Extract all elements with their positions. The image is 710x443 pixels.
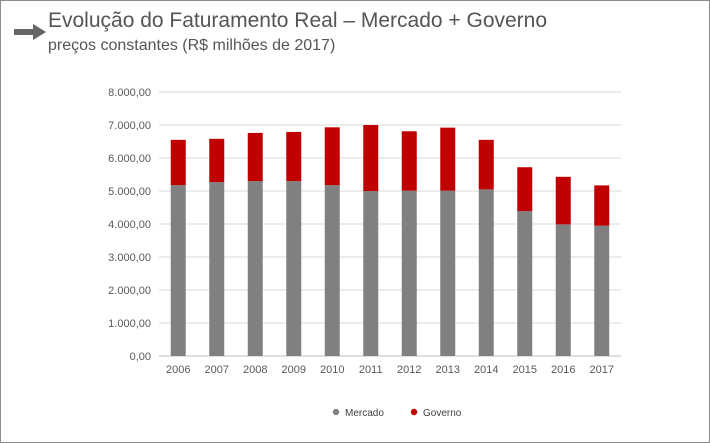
bar-mercado-2007 [209, 182, 225, 356]
y-tick-label: 3.000,00 [108, 252, 151, 264]
legend-label-mercado: Mercado [345, 408, 384, 419]
bar-governo-2012 [401, 131, 417, 191]
bar-governo-2013 [440, 127, 456, 191]
y-tick-label: 2.000,00 [108, 285, 151, 297]
bar-governo-2017 [594, 185, 610, 226]
y-tick-label: 6.000,00 [108, 153, 151, 165]
bar-mercado-2009 [286, 181, 302, 356]
y-tick-label: 5.000,00 [108, 186, 151, 198]
bar-governo-2006 [170, 139, 186, 186]
x-tick-label: 2014 [474, 364, 498, 376]
x-tick-label: 2017 [590, 364, 614, 376]
x-tick-label: 2010 [320, 364, 344, 376]
x-tick-label: 2009 [282, 364, 306, 376]
legend-label-governo: Governo [423, 408, 462, 419]
legend-marker-mercado [332, 408, 340, 416]
x-tick-label: 2007 [205, 364, 229, 376]
bar-mercado-2010 [324, 185, 340, 356]
bar-mercado-2006 [170, 185, 186, 356]
chart-subtitle: preços constantes (R$ milhões de 2017) [48, 37, 336, 54]
arrow-right-icon [14, 24, 46, 40]
x-tick-label: 2012 [397, 364, 421, 376]
y-tick-label: 4.000,00 [108, 219, 151, 231]
bar-mercado-2017 [594, 225, 610, 356]
bar-governo-2010 [324, 127, 340, 186]
y-tick-label: 8.000,00 [108, 87, 151, 99]
chart-title: Evolução do Faturamento Real – Mercado +… [48, 9, 548, 32]
x-tick-label: 2016 [551, 364, 575, 376]
x-tick-label: 2013 [436, 364, 460, 376]
bar-governo-2015 [517, 167, 533, 212]
bar-governo-2008 [247, 132, 263, 182]
bar-mercado-2012 [401, 190, 417, 356]
bar-governo-2009 [286, 131, 302, 182]
bar-mercado-2008 [247, 181, 263, 356]
x-tick-label: 2011 [359, 364, 383, 376]
x-tick-label: 2006 [166, 364, 190, 376]
y-tick-label: 7.000,00 [108, 120, 151, 132]
y-tick-label: 0,00 [130, 351, 151, 363]
legend-marker-governo [410, 408, 418, 416]
bar-governo-2014 [478, 139, 494, 190]
x-tick-label: 2008 [243, 364, 267, 376]
bar-mercado-2015 [517, 211, 533, 356]
bar-mercado-2013 [440, 190, 456, 356]
bar-mercado-2016 [555, 224, 571, 356]
bar-mercado-2011 [363, 191, 379, 356]
x-tick-label: 2015 [513, 364, 537, 376]
bar-governo-2016 [555, 176, 571, 225]
bar-governo-2007 [209, 138, 225, 183]
y-tick-label: 1.000,00 [108, 318, 151, 330]
bar-governo-2011 [363, 125, 379, 191]
bar-mercado-2014 [478, 189, 494, 356]
